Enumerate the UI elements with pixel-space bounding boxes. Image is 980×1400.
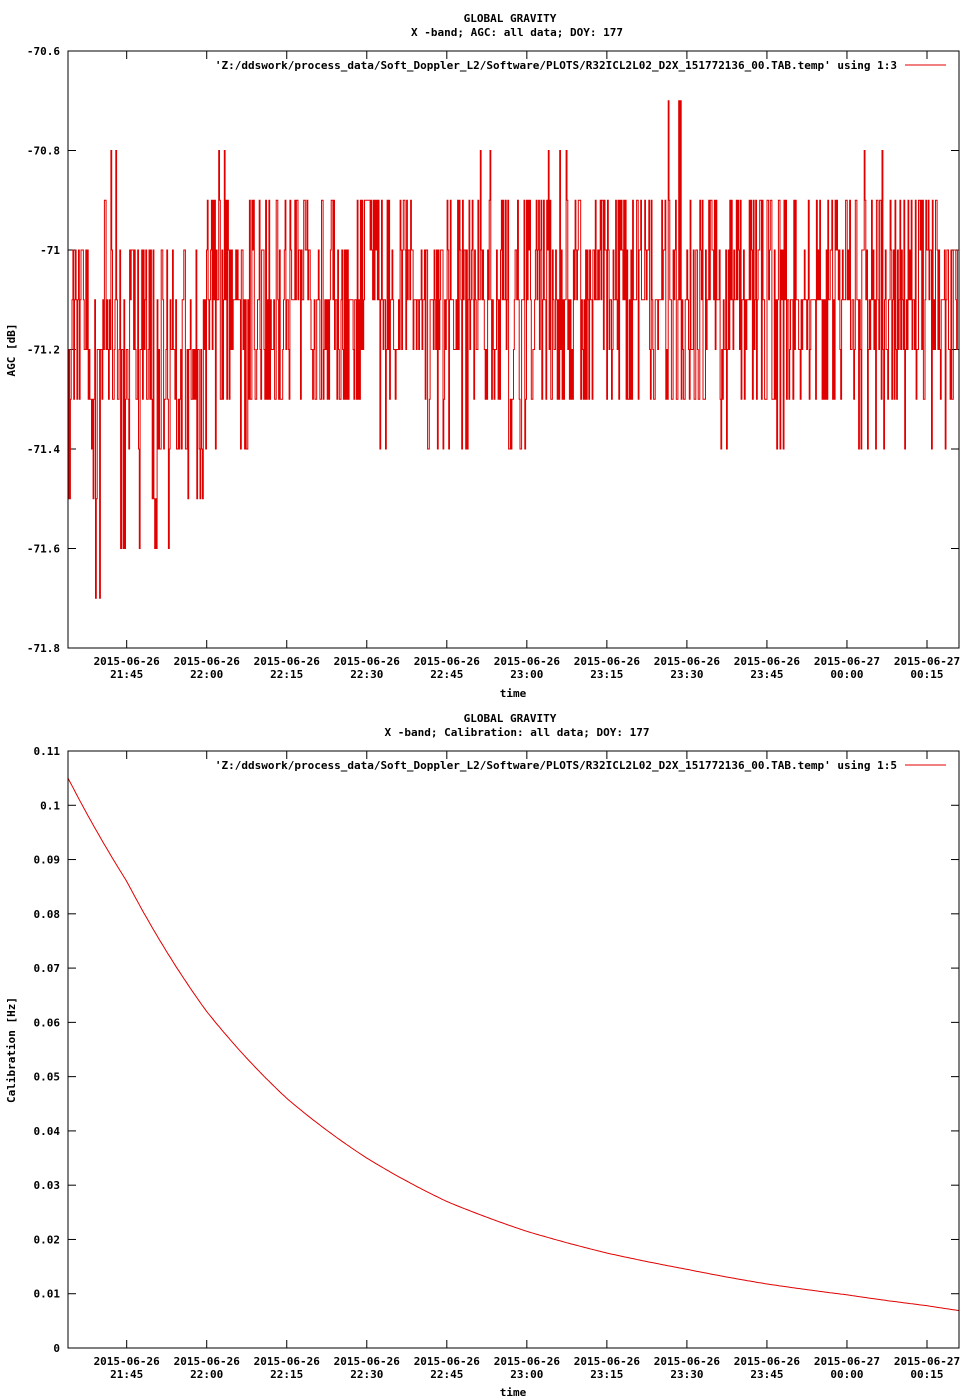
calibration-x-tick-date: 2015-06-26 — [414, 1355, 481, 1368]
agc-y-tick-label: -71.2 — [27, 344, 60, 357]
agc-x-tick-time: 23:00 — [510, 668, 543, 681]
agc-legend: 'Z:/ddswork/process_data/Soft_Doppler_L2… — [215, 59, 946, 72]
agc-x-tick-date: 2015-06-26 — [654, 655, 721, 668]
agc-x-tick-date: 2015-06-26 — [574, 655, 641, 668]
agc-x-ticks: 2015-06-2621:452015-06-2622:002015-06-26… — [94, 51, 960, 681]
agc-chart-subtitle: X -band; AGC: all data; DOY: 177 — [411, 26, 623, 39]
agc-x-tick-time: 22:15 — [270, 668, 303, 681]
calibration-x-tick-time: 21:45 — [110, 1368, 143, 1381]
agc-x-tick-time: 23:30 — [670, 668, 703, 681]
calibration-x-tick-date: 2015-06-27 — [894, 1355, 960, 1368]
agc-x-tick-time: 21:45 — [110, 668, 143, 681]
agc-x-tick-date: 2015-06-26 — [334, 655, 401, 668]
calibration-legend-label: 'Z:/ddswork/process_data/Soft_Doppler_L2… — [215, 759, 897, 772]
calibration-x-tick-date: 2015-06-26 — [494, 1355, 561, 1368]
calibration-chart-title: GLOBAL GRAVITY — [464, 712, 557, 725]
agc-plot-frame — [67, 50, 960, 649]
agc-x-tick-date: 2015-06-26 — [494, 655, 561, 668]
agc-x-tick-time: 23:15 — [590, 668, 623, 681]
calibration-y-tick-label: 0.03 — [34, 1179, 61, 1192]
agc-y-tick-label: -70.6 — [27, 45, 60, 58]
agc-y-tick-label: -71.4 — [27, 443, 60, 456]
calibration-x-tick-time: 22:00 — [190, 1368, 223, 1381]
calibration-legend: 'Z:/ddswork/process_data/Soft_Doppler_L2… — [215, 759, 946, 772]
calibration-x-tick-date: 2015-06-26 — [254, 1355, 321, 1368]
calibration-chart: GLOBAL GRAVITY X -band; Calibration: all… — [5, 712, 960, 1399]
calibration-x-tick-date: 2015-06-26 — [94, 1355, 161, 1368]
agc-y-tick-label: -71.6 — [27, 543, 60, 556]
calibration-x-tick-time: 23:00 — [510, 1368, 543, 1381]
calibration-y-tick-label: 0.09 — [34, 854, 61, 867]
agc-x-tick-date: 2015-06-27 — [814, 655, 880, 668]
agc-x-tick-date: 2015-06-27 — [894, 655, 960, 668]
agc-x-tick-time: 00:15 — [910, 668, 943, 681]
agc-x-axis-label: time — [500, 687, 527, 700]
calibration-y-tick-label: 0.07 — [34, 962, 61, 975]
calibration-y-tick-label: 0.08 — [34, 908, 61, 921]
calibration-x-tick-time: 23:30 — [670, 1368, 703, 1381]
calibration-y-tick-label: 0.11 — [34, 745, 61, 758]
calibration-x-tick-date: 2015-06-26 — [174, 1355, 241, 1368]
agc-x-tick-date: 2015-06-26 — [174, 655, 241, 668]
agc-y-tick-label: -70.8 — [27, 145, 60, 158]
calibration-x-tick-date: 2015-06-26 — [734, 1355, 801, 1368]
agc-y-tick-label: -71 — [40, 244, 60, 257]
agc-x-tick-date: 2015-06-26 — [94, 655, 161, 668]
calibration-y-tick-label: 0 — [53, 1342, 60, 1355]
calibration-y-tick-label: 0.02 — [34, 1233, 61, 1246]
agc-x-tick-date: 2015-06-26 — [254, 655, 321, 668]
calibration-y-tick-label: 0.04 — [34, 1125, 61, 1138]
calibration-x-tick-date: 2015-06-26 — [654, 1355, 721, 1368]
calibration-x-tick-date: 2015-06-26 — [574, 1355, 641, 1368]
agc-legend-label: 'Z:/ddswork/process_data/Soft_Doppler_L2… — [215, 59, 897, 72]
agc-x-tick-time: 00:00 — [830, 668, 863, 681]
calibration-x-tick-date: 2015-06-26 — [334, 1355, 401, 1368]
calibration-y-tick-label: 0.1 — [40, 799, 60, 812]
calibration-plot-frame — [67, 750, 960, 1349]
calibration-x-tick-time: 22:45 — [430, 1368, 463, 1381]
agc-x-tick-time: 23:45 — [750, 668, 783, 681]
calibration-x-tick-time: 23:45 — [750, 1368, 783, 1381]
calibration-y-ticks: 0.11 0.1 0.09 0.08 0.07 0.06 0.05 0.04 0.03 0.02 0… — [34, 745, 959, 1355]
agc-y-axis-label: AGC [dB] — [5, 324, 18, 377]
calibration-x-tick-time: 23:15 — [590, 1368, 623, 1381]
agc-x-tick-time: 22:00 — [190, 668, 223, 681]
calibration-x-axis-label: time — [500, 1386, 527, 1399]
calibration-y-tick-label: 0.05 — [34, 1071, 61, 1084]
calibration-x-tick-time: 22:30 — [350, 1368, 383, 1381]
agc-y-ticks: -70.6 -70.8 -71 -71.2 -71.4 -71.6 -71.8 — [27, 45, 959, 655]
agc-x-tick-time: 22:45 — [430, 668, 463, 681]
agc-y-tick-label: -71.8 — [27, 642, 60, 655]
calibration-x-ticks: 2015-06-2621:452015-06-2622:002015-06-26… — [94, 751, 960, 1381]
calibration-y-axis-label: Calibration [Hz] — [5, 997, 18, 1103]
calibration-series-line — [67, 777, 960, 1312]
calibration-y-tick-label: 0.01 — [34, 1288, 61, 1301]
agc-series-line — [68, 100, 960, 599]
calibration-y-tick-label: 0.06 — [34, 1016, 61, 1029]
agc-x-tick-date: 2015-06-26 — [414, 655, 481, 668]
agc-x-tick-time: 22:30 — [350, 668, 383, 681]
agc-x-tick-date: 2015-06-26 — [734, 655, 801, 668]
agc-chart-title: GLOBAL GRAVITY — [464, 12, 557, 25]
calibration-x-tick-time: 22:15 — [270, 1368, 303, 1381]
calibration-chart-subtitle: X -band; Calibration: all data; DOY: 177 — [385, 726, 650, 739]
calibration-x-tick-time: 00:15 — [910, 1368, 943, 1381]
agc-chart: GLOBAL GRAVITY X -band; AGC: all data; D… — [5, 12, 960, 700]
calibration-x-tick-time: 00:00 — [830, 1368, 863, 1381]
calibration-x-tick-date: 2015-06-27 — [814, 1355, 880, 1368]
